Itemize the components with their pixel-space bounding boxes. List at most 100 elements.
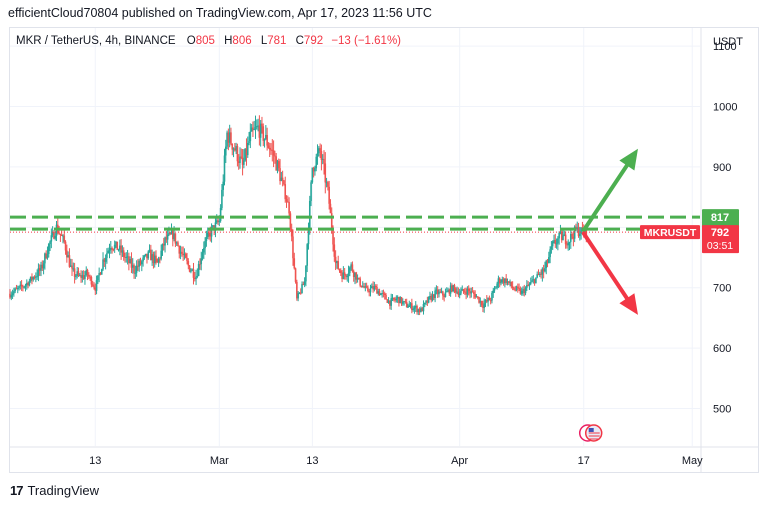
candle-body [239, 156, 241, 163]
symbol-tag [640, 225, 700, 240]
candle-body [160, 250, 162, 259]
candle-body [222, 181, 225, 190]
candle-body [554, 240, 557, 245]
candle-body [314, 168, 316, 172]
candle-body [85, 270, 88, 276]
candle-body [287, 201, 289, 203]
candle-body [86, 270, 89, 276]
candle-body [489, 300, 492, 302]
candle-body [487, 298, 489, 302]
candle-body [404, 301, 407, 303]
candle-body [120, 245, 122, 253]
candle-body [334, 256, 337, 264]
time-axis-tick: Mar [210, 455, 229, 467]
candle-body [131, 265, 134, 268]
legend-close-value: 792 [303, 35, 324, 47]
candle-body [246, 143, 249, 156]
candle-body [226, 132, 228, 147]
candle-body [449, 285, 452, 294]
candle-body [104, 257, 107, 262]
us-flag-canton [588, 428, 594, 432]
candle-body [416, 305, 418, 313]
candle-body [383, 293, 386, 295]
candle-body [75, 275, 77, 277]
up-arrow-shaft [581, 163, 629, 233]
candle-body [212, 225, 214, 227]
candle-body [93, 285, 95, 288]
candle-body [179, 251, 182, 254]
candle-body [520, 290, 523, 294]
candle-body [368, 291, 371, 293]
candle-body [113, 244, 116, 250]
candle-body [536, 274, 538, 278]
candle-body [421, 308, 423, 312]
candle-body [425, 300, 427, 303]
candle-body [535, 277, 537, 283]
candle-body [67, 255, 69, 258]
candle-body [320, 151, 323, 160]
legend-open-value: 805 [195, 35, 215, 47]
candle-body [308, 200, 311, 230]
candle-body [505, 278, 507, 284]
candle-body [332, 229, 334, 245]
candle-body [68, 255, 71, 267]
candle-body [45, 253, 47, 259]
candle-body [262, 126, 265, 141]
candle-body [280, 177, 283, 182]
candle-body [103, 259, 106, 262]
candle-body [253, 128, 256, 130]
candle-body [156, 259, 159, 263]
candle-body [31, 276, 33, 280]
candle-body [27, 283, 29, 286]
candle-body [422, 304, 425, 312]
candle-body [224, 146, 227, 156]
candle-body [470, 291, 473, 294]
candle-body [285, 199, 288, 202]
candle-body [292, 236, 294, 259]
candle-body [466, 288, 469, 295]
candle-body [49, 241, 51, 245]
candle-body [51, 231, 54, 236]
price-axis-tick: 1100 [713, 41, 737, 53]
candle-body [203, 248, 205, 253]
candle-body [281, 177, 284, 181]
candle-body [301, 284, 303, 294]
chart-legend: MKR / TetherUS, 4h, BINANCE O805 H806 L7… [16, 35, 401, 47]
candle-body [509, 281, 511, 283]
candle-body [263, 138, 266, 141]
candle-body [78, 275, 81, 277]
tradingview-logo[interactable]: 17 TradingView [10, 483, 99, 498]
candle-body [64, 241, 67, 251]
candle-body [62, 235, 64, 237]
candle-body [36, 276, 38, 278]
price-axis-tick: 600 [713, 343, 731, 355]
candle-body [42, 263, 45, 269]
candle-body [257, 125, 259, 127]
candle-body [98, 273, 100, 276]
candle-body [209, 233, 212, 237]
candle-body [500, 282, 502, 284]
candle-body [133, 265, 135, 273]
candle-body [403, 301, 405, 303]
candle-body [277, 161, 280, 169]
candle-body [279, 168, 281, 182]
candle-body [91, 284, 94, 286]
legend-symbol: MKR / TetherUS, 4h, BINANCE [16, 35, 176, 47]
candle-body [169, 233, 172, 235]
candle-body [139, 260, 142, 265]
candle-body [303, 281, 306, 285]
candle-body [381, 293, 383, 295]
candle-body [420, 308, 422, 312]
candle-body [84, 275, 86, 279]
candle-body [524, 287, 527, 294]
candle-body [159, 258, 161, 260]
candle-body [102, 259, 104, 270]
candle-body [372, 286, 374, 290]
legend-low-value: 781 [267, 35, 287, 47]
candle-body [493, 288, 496, 291]
candle-body [162, 243, 165, 246]
candle-body [11, 293, 14, 296]
candle-body [236, 146, 239, 162]
candle-body [69, 265, 72, 267]
